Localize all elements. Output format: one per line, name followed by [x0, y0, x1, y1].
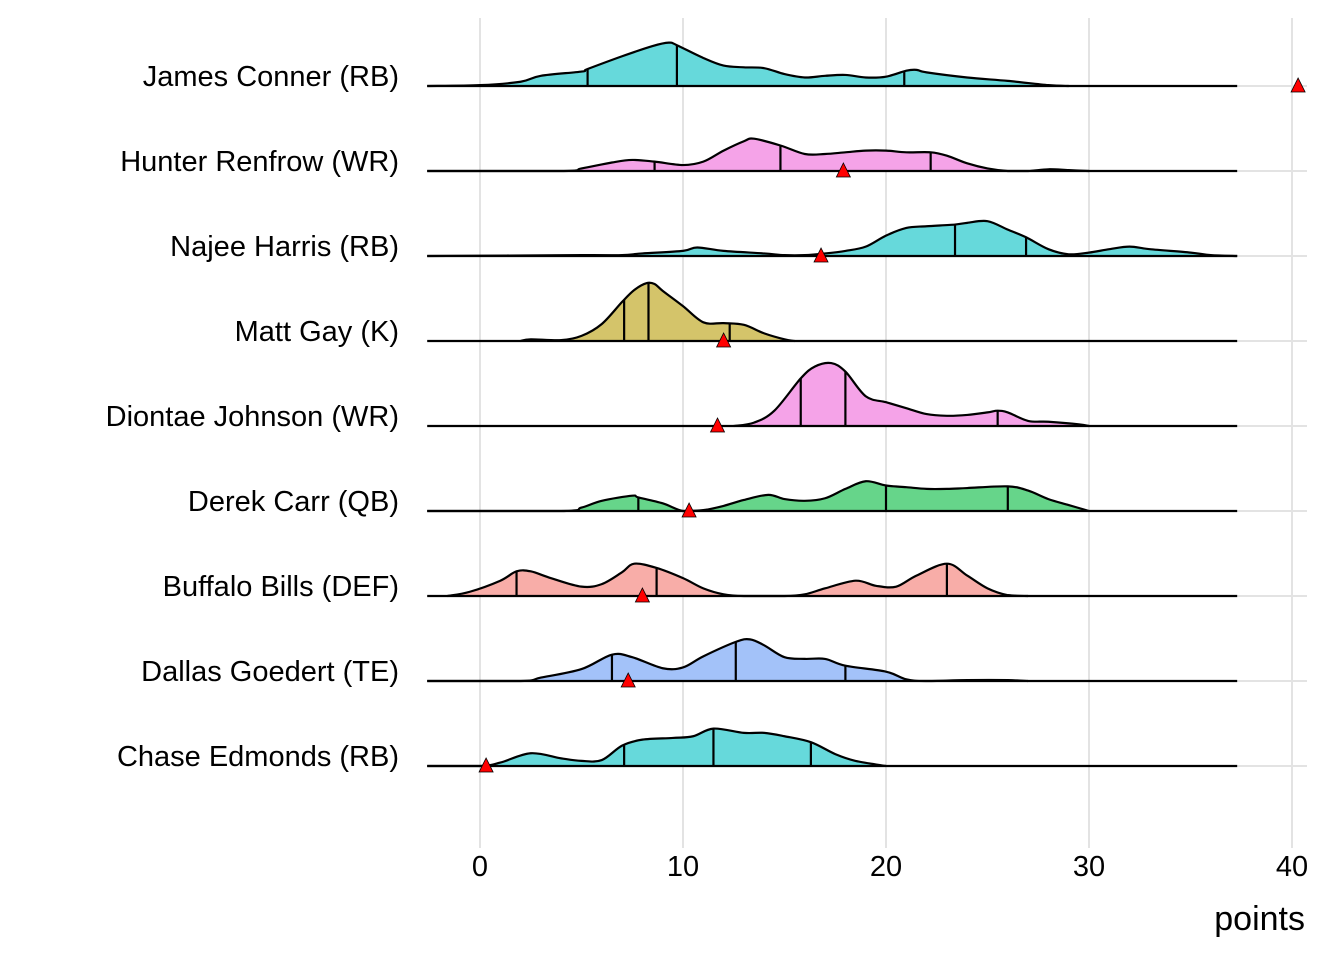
ridge-outline	[427, 727, 887, 768]
y-axis-label: James Conner (RB)	[143, 61, 399, 93]
y-axis-label: Dallas Goedert (TE)	[141, 656, 399, 688]
x-axis-ticks: 0 10 20 30 40	[472, 851, 1308, 883]
y-axis-label: Chase Edmonds (RB)	[117, 741, 399, 773]
y-axis-label: Najee Harris (RB)	[170, 231, 399, 263]
projection-marker	[620, 672, 636, 688]
ridge-dallas-goedert-te	[427, 638, 1238, 688]
ridge-hunter-renfrow-wr	[427, 137, 1238, 178]
ridge-chase-edmonds-rb	[427, 727, 1238, 773]
ridge-fill	[733, 362, 1089, 426]
ridge-diontae-johnson-wr	[427, 361, 1238, 433]
x-tick-label: 30	[1073, 851, 1105, 883]
projection-marker	[709, 417, 726, 433]
projection-marker	[813, 247, 829, 263]
x-axis-title: points	[1214, 900, 1305, 938]
projection-marker	[1290, 77, 1306, 93]
ridge-outline	[733, 361, 1090, 428]
projection-marker	[478, 757, 494, 773]
y-axis-labels: James Conner (RB) Hunter Renfrow (WR) Naje…	[106, 61, 399, 773]
ridge-outline	[520, 281, 795, 343]
y-axis-label: Hunter Renfrow (WR)	[120, 146, 399, 178]
ridge-najee-harris-rb	[427, 219, 1238, 263]
projection-marker	[715, 332, 732, 348]
projection-marker	[835, 162, 852, 178]
ridge-james-conner-rb	[427, 41, 1306, 93]
ridges-layer	[427, 41, 1306, 773]
ridge-fill	[427, 42, 1069, 86]
ridge-fill	[427, 220, 1238, 256]
ridge-fill	[447, 563, 1029, 596]
y-axis-label: Derek Carr (QB)	[188, 486, 399, 518]
ridge-outline	[427, 41, 1069, 88]
y-axis-label: Buffalo Bills (DEF)	[163, 571, 399, 603]
x-tick-label: 20	[870, 851, 902, 883]
ridge-buffalo-bills-def	[427, 562, 1238, 603]
projection-marker	[634, 587, 651, 603]
ridge-fill	[427, 728, 886, 766]
ridge-matt-gay-k	[427, 281, 1238, 348]
y-axis-label: Diontae Johnson (WR)	[106, 401, 399, 433]
ridge-derek-carr-qb	[427, 480, 1238, 518]
ridge-fill	[520, 282, 795, 341]
y-axis-label: Matt Gay (K)	[235, 316, 399, 348]
ridge-fill	[427, 481, 1090, 511]
x-tick-label: 40	[1276, 851, 1308, 883]
ridge-outline	[427, 219, 1238, 258]
grid-layer	[427, 18, 1307, 848]
ridge-outline	[427, 480, 1090, 513]
x-tick-label: 0	[472, 851, 488, 883]
x-tick-label: 10	[667, 851, 699, 883]
ridge-fill	[427, 138, 1090, 171]
projection-marker	[681, 502, 697, 518]
ridge-outline	[447, 562, 1029, 598]
